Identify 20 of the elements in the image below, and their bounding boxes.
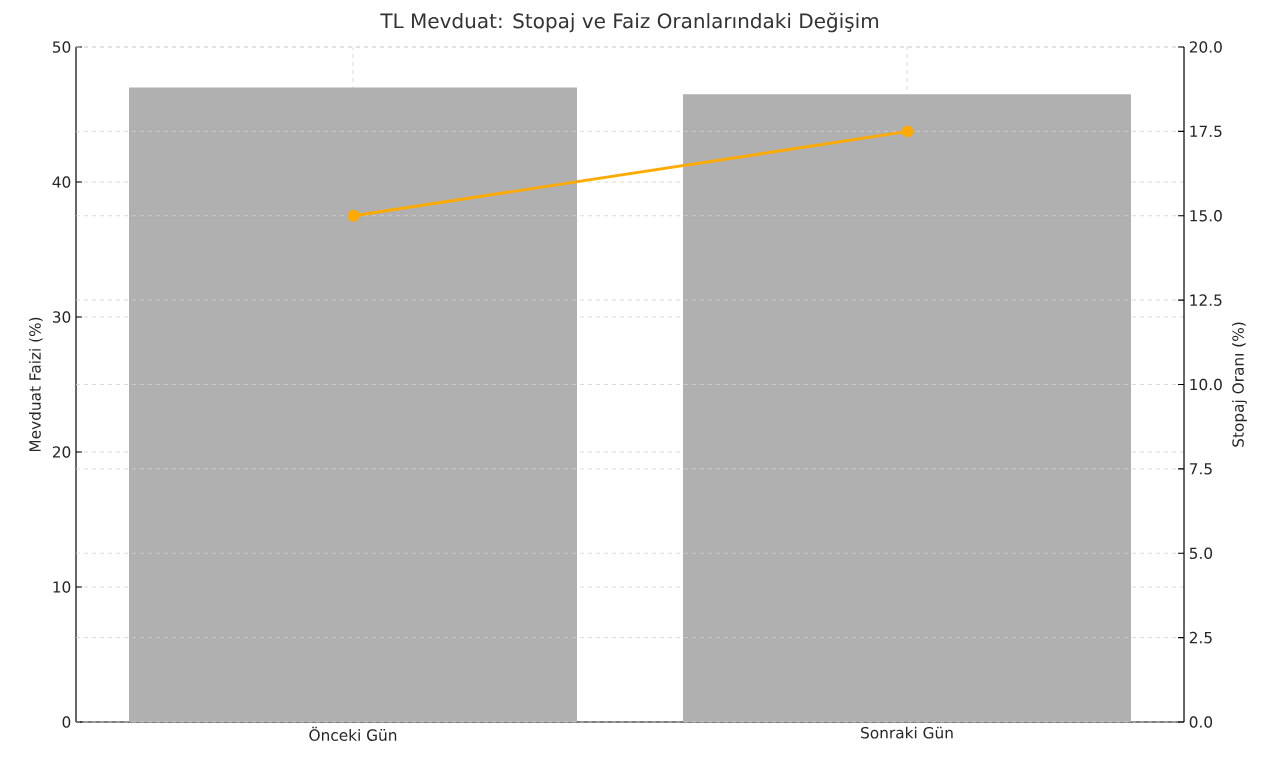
y2-tick-label: 0.0 [1189,716,1213,728]
y2-tick-label: 17.5 [1190,125,1222,138]
y2-axis-title: Stopaj Oranı (%) [1232,322,1247,447]
y2-tick-label: 10.0 [1190,378,1222,391]
y2-tick-label: 12.5 [1190,294,1222,306]
y-tick-label: 20 [52,446,71,458]
y2-tick-label: 15.0 [1190,209,1222,222]
y-tick-label: 10 [53,581,71,593]
y2-tick-label: 7.5 [1189,463,1212,475]
y2-tick-label: 2.5 [1189,631,1212,644]
y-axis-title: Mevduat Faizi (%) [28,317,43,452]
y-tick-label: 0 [62,716,71,728]
x-tick-label: Önceki Gün [309,726,397,741]
chart-title: TL Mevduat: Stopaj ve Faiz Oranlarındaki Değişim [380,12,879,33]
y2-tick-label: 5.0 [1189,547,1213,560]
y-tick-label: 30 [52,311,71,323]
y-tick-label: 40 [52,176,71,188]
y2-tick-label: 20.0 [1189,41,1222,53]
y-tick-label: 50 [52,41,71,53]
x-tick-label: Sonraki Gün [861,726,953,739]
